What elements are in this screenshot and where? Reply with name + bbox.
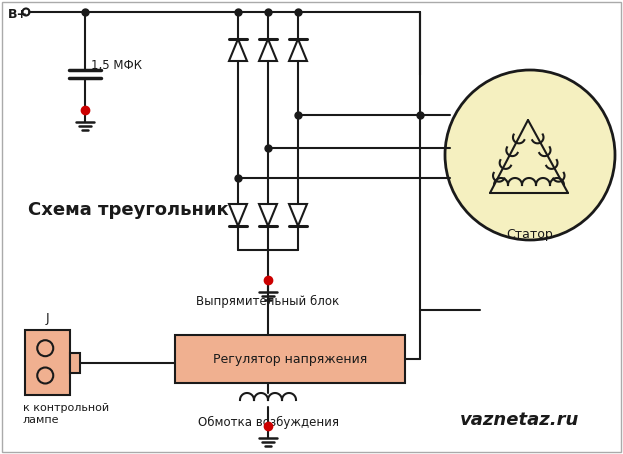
Bar xyxy=(70,352,80,372)
Text: J: J xyxy=(45,312,49,325)
Text: Обмотка возбуждения: Обмотка возбуждения xyxy=(197,416,338,429)
Text: Выпрямительный блок: Выпрямительный блок xyxy=(196,295,340,308)
Text: к контрольной
лампе: к контрольной лампе xyxy=(23,403,109,424)
Circle shape xyxy=(445,70,615,240)
Text: vaznetaz.ru: vaznetaz.ru xyxy=(460,411,579,429)
Text: Статор: Статор xyxy=(506,228,553,241)
Bar xyxy=(25,330,70,395)
Text: Схема треугольник: Схема треугольник xyxy=(28,201,229,219)
Text: Регулятор напряжения: Регулятор напряжения xyxy=(213,352,367,365)
Bar xyxy=(175,335,405,383)
Text: 1,5 МФК: 1,5 МФК xyxy=(91,59,142,71)
Text: В+: В+ xyxy=(8,8,28,20)
